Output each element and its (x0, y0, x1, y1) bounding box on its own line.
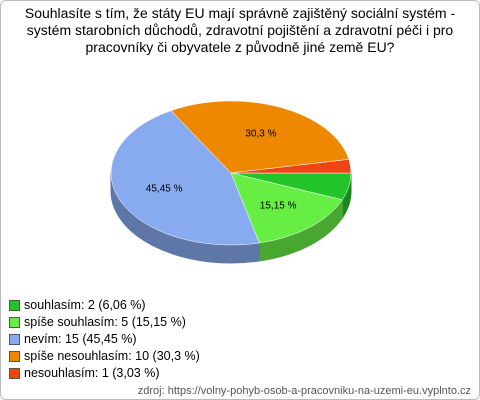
legend-item: nesouhlasím: 1 (3,03 %) (9, 365, 200, 382)
legend-label: nevím: 15 (45,45 %) (24, 332, 137, 346)
data-label: 15,15 % (260, 200, 297, 211)
legend-item: nevím: 15 (45,45 %) (9, 331, 200, 348)
legend-swatch (9, 317, 20, 328)
slice (170, 100, 350, 174)
legend-label: spíše souhlasím: 5 (15,15 %) (24, 315, 186, 329)
legend-swatch (9, 351, 20, 362)
legend: souhlasím: 2 (6,06 %) spíše souhlasím: 5 … (9, 297, 200, 382)
legend-label: spíše nesouhlasím: 10 (30,3 %) (24, 349, 200, 363)
legend-label: nesouhlasím: 1 (3,03 %) (24, 366, 160, 380)
source: zdroj: https://volny-pohyb-osob-a-pracov… (137, 385, 471, 397)
legend-item: spíše nesouhlasím: 10 (30,3 %) (9, 348, 200, 365)
data-label: 45,45 % (146, 184, 183, 195)
slice (230, 159, 352, 174)
data-label: 30,3 % (245, 128, 276, 139)
legend-label: souhlasím: 2 (6,06 %) (24, 298, 146, 312)
slice (110, 110, 260, 246)
slice (230, 172, 343, 244)
pie: 15,15 % 45,45 % 30,3 % (110, 100, 352, 264)
chart-title: Souhlasíte s tím, že státy EU mají správ… (24, 5, 456, 55)
legend-item: spíše souhlasím: 5 (15,15 %) (9, 314, 200, 331)
legend-swatch (9, 300, 20, 311)
legend-item: souhlasím: 2 (6,06 %) (9, 297, 200, 314)
legend-swatch (9, 368, 20, 379)
legend-swatch (9, 334, 20, 345)
